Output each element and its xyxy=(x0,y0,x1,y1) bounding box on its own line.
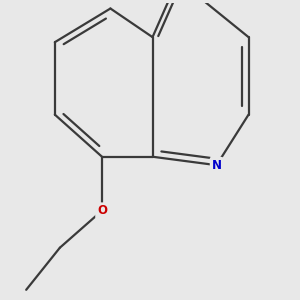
Text: N: N xyxy=(212,159,221,172)
Text: O: O xyxy=(97,204,107,217)
